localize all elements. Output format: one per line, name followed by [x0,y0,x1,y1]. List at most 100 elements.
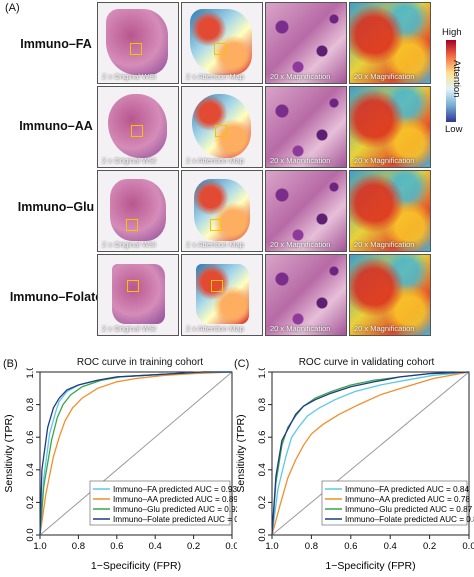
y-tick-label: 0.0 [257,528,268,541]
panel-c-letter: (C) [234,358,250,370]
he-magnification-image-row-1: 20 x Magnification [265,2,347,84]
attention-magnification-image-row-2: 20 x Magnification [349,86,431,168]
x-axis-label: 1−Specificity (FPR) [325,560,415,572]
roc-training-chart: 1.0 0.8 0.6 0.4 0.2 0.0 0.0 0.2 0.4 0.6 0.8 1.0 1−Sp… [3,368,237,572]
y-tick-label: 0.0 [25,528,36,541]
attention-magnification-image-row-3: 20 x Magnification [349,170,431,252]
plot-frame [39,371,233,536]
region-highlight-box [214,43,226,55]
attention-map-image-row-4: 2 x Attention Map [181,254,263,336]
tile-caption: 2 x Attention Map [186,240,244,249]
legend-label-glu: Immuno–Glu predicted AUC = 0.87 [345,505,473,514]
x-tick-label: 1.0 [265,541,278,552]
he-magnification-image-row-4: 20 x Magnification [265,254,347,336]
y-tick-label: 1.0 [257,368,268,379]
y-tick-label: 0.4 [257,463,268,476]
chance-diagonal [39,371,233,536]
x-tick-label: 0.0 [225,541,237,552]
region-highlight-box [126,219,138,231]
tile-caption: 2 x Attention Map [186,72,244,81]
original-wsi-image-row-2: 2 x Original WSI [97,86,179,168]
y-tick-label: 0.6 [257,431,268,444]
chance-diagonal [271,371,470,536]
original-wsi-image-row-4: 2 x Original WSI [97,254,179,336]
y-tick-label: 1.0 [25,368,36,379]
legend-label-fa: Immuno–FA predicted AUC = 0.93 [113,485,237,494]
roc-line-aa [39,371,233,536]
tile-caption: 2 x Original WSI [102,156,157,165]
roc-validating-chart: 1.0 0.8 0.6 0.4 0.2 0.0 0.0 0.2 0.4 0.6 0.8 1.0 1−Sp… [235,368,474,572]
x-tick-label: 0.8 [72,541,85,552]
colorbar-title: Attention [451,60,462,98]
x-tick-label: 0.0 [462,541,474,552]
x-tick-label: 1.0 [33,541,46,552]
y-tick-label: 0.2 [25,496,36,509]
region-highlight-box [127,280,139,292]
plot-frame [271,371,470,536]
attention-map-image-row-3: 2 x Attention Map [181,170,263,252]
row-label-1: Immuno–FA [20,37,92,51]
roc-line-fa [271,371,470,536]
row-label-4: Immuno–Folate [9,290,103,304]
region-highlight-box [211,280,223,292]
legend-box [89,480,231,526]
region-highlight-box [210,219,222,231]
y-tick-label: 0.6 [25,431,36,444]
tile-caption: 20 x Magnification [354,324,415,333]
attention-magnification-image-row-4: 20 x Magnification [349,254,431,336]
x-tick-label: 0.4 [149,541,162,552]
tile-caption: 2 x Attention Map [186,156,244,165]
row-label-3: Immuno–Glu [17,200,95,214]
he-magnification-image-row-2: 20 x Magnification [265,86,347,168]
tile-caption: 20 x Magnification [270,324,331,333]
x-tick-label: 0.6 [110,541,123,552]
roc-training-title: ROC curve in training cohort [76,357,204,368]
tile-caption: 20 x Magnification [354,72,415,81]
y-tick-label: 0.4 [25,463,36,476]
region-highlight-box [215,125,227,137]
tile-caption: 20 x Magnification [270,240,331,249]
tile-caption: 2 x Attention Map [186,324,244,333]
colorbar-low-label: Low [445,124,463,135]
legend-label-fa: Immuno–FA predicted AUC = 0.84 [345,485,469,494]
attention-map-image-row-1: 2 x Attention Map [181,2,263,84]
tile-caption: 20 x Magnification [270,72,331,81]
legend-label-glu: Immuno–Glu predicted AUC = 0.92 [113,505,237,514]
tile-caption: 20 x Magnification [354,156,415,165]
he-magnification-image-row-3: 20 x Magnification [265,170,347,252]
row-label-2: Immuno–AA [19,119,93,133]
region-highlight-box [130,43,142,55]
legend-label-aa: Immuno–AA predicted AUC = 0.78 [345,495,470,504]
roc-line-folate [39,371,232,536]
region-highlight-box [131,125,143,137]
roc-line-aa [271,371,470,536]
x-axis-label: 1−Specificity (FPR) [91,560,181,572]
y-tick-label: 0.8 [25,398,36,411]
roc-line-folate [271,371,470,536]
legend-label-folate: Immuno–Folate predicted AUC = 0.86 [345,515,474,524]
y-axis-label: Sensitivity (TPR) [235,414,247,492]
attention-map-image-row-2: 2 x Attention Map [181,86,263,168]
y-tick-label: 0.8 [257,398,268,411]
tile-caption: 2 x Original WSI [102,72,157,81]
legend-label-aa: Immuno–AA predicted AUC = 0.89 [113,495,237,504]
roc-validating-title: ROC curve in validating cohort [298,357,435,368]
tile-caption: 2 x Original WSI [102,240,157,249]
tile-caption: 20 x Magnification [270,156,331,165]
attention-colorbar [446,40,456,122]
original-wsi-image-row-3: 2 x Original WSI [97,170,179,252]
x-tick-label: 0.2 [423,541,436,552]
panel-a-letter: (A) [5,2,20,14]
tile-caption: 20 x Magnification [354,240,415,249]
y-axis-label: Sensitivity (TPR) [3,414,15,492]
x-tick-label: 0.6 [344,541,357,552]
colorbar-high-label: High [442,27,462,38]
legend-label-folate: Immuno–Folate predicted AUC = 0.93 [113,515,237,524]
attention-magnification-image-row-1: 20 x Magnification [349,2,431,84]
legend-box [321,480,468,526]
tile-caption: 2 x Original WSI [102,324,157,333]
original-wsi-image-row-1: 2 x Original WSI [97,2,179,84]
x-tick-label: 0.4 [384,541,397,552]
panel-b-letter: (B) [3,358,18,370]
y-tick-label: 0.2 [257,496,268,509]
